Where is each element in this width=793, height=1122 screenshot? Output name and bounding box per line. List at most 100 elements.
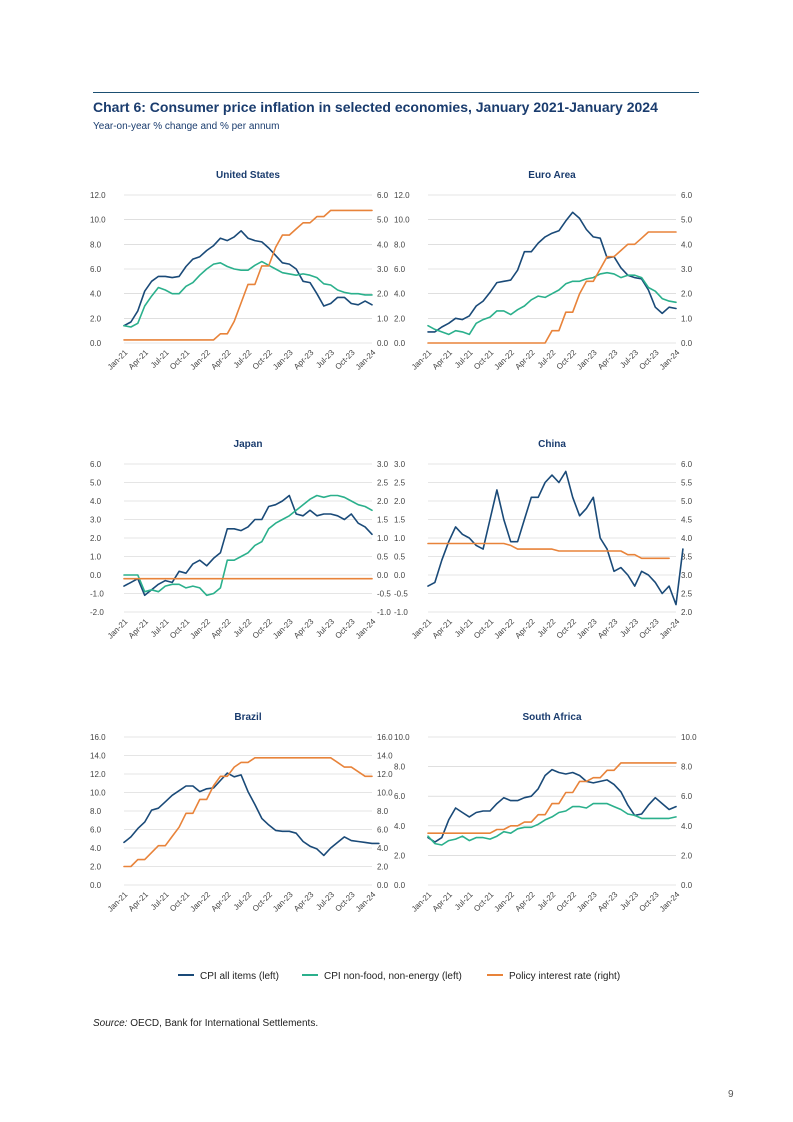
right-axis-tick-label: 6.0 [377, 826, 389, 835]
series-line-policy-interest-rate-right [427, 542, 670, 560]
x-tick-label: Apr-23 [292, 348, 316, 372]
x-tick-label: Apr-22 [513, 617, 537, 641]
left-axis-tick-label: 2.0 [394, 497, 406, 506]
x-tick-label: Jul-21 [149, 617, 171, 639]
right-axis-tick-label: 10.0 [377, 789, 393, 798]
right-axis-tick-label: 4.0 [377, 240, 389, 249]
panel-title: China [538, 439, 566, 450]
left-axis-tick-label: 1.5 [394, 516, 406, 525]
chart-subtitle: Year-on-year % change and % per annum [93, 121, 280, 132]
left-axis-tick-label: 12.0 [90, 191, 106, 200]
x-tick-label: Jul-23 [314, 617, 336, 639]
legend-label-cpi-core: CPI non-food, non-energy (left) [324, 971, 462, 982]
panel-title: Euro Area [528, 170, 576, 181]
x-tick-label: Jan-22 [492, 348, 516, 372]
left-axis-tick-label: 1.0 [394, 534, 406, 543]
left-axis-tick-label: -1.0 [394, 608, 408, 617]
panel-title: Japan [234, 439, 263, 450]
left-axis-tick-label: 4.0 [394, 822, 406, 831]
left-axis-tick-label: 12.0 [90, 770, 106, 779]
right-axis-tick-label: 8.0 [377, 807, 389, 816]
legend-item-cpi-core: CPI non-food, non-energy (left) [302, 971, 462, 982]
left-axis-tick-label: 2.5 [394, 479, 406, 488]
x-tick-label: Jan-21 [106, 348, 130, 372]
x-tick-label: Jan-24 [354, 348, 378, 372]
series-line-cpi-all-items-left [123, 230, 373, 327]
legend-swatch-policy-rate [487, 974, 503, 977]
x-tick-label: Jul-21 [149, 890, 171, 912]
series-line-policy-interest-rate-right [123, 756, 373, 868]
x-tick-label: Apr-21 [431, 617, 455, 641]
x-tick-label: Jul-23 [314, 348, 336, 370]
right-axis-tick-label: 14.0 [377, 752, 393, 761]
series-line-cpi-non-food-non-energy-left [427, 802, 677, 846]
series-line-policy-interest-rate-right [123, 209, 373, 341]
left-axis-tick-label: 10.0 [90, 216, 106, 225]
right-axis-tick-label: 3.5 [681, 553, 693, 562]
chart-brazil: Brazil 0.0 2.0 4.0 6.0 8.0 10.0 12.0 14.0 16.0 0.0… [90, 707, 440, 967]
right-axis-tick-label: 0.5 [377, 553, 389, 562]
x-tick-label: Jan-23 [575, 617, 599, 641]
x-tick-label: Apr-21 [431, 348, 455, 372]
left-axis-tick-label: 2.0 [90, 534, 102, 543]
x-tick-label: Apr-23 [596, 348, 620, 372]
x-tick-label: Jul-21 [453, 617, 475, 639]
right-axis-tick-label: 0.0 [377, 571, 389, 580]
right-axis-tick-label: 5.0 [681, 216, 693, 225]
chart-china: China -1.0 -0.5 0.0 0.5 1.0 1.5 2.0 2.5 3.0 2.0 2.5… [394, 434, 744, 694]
x-tick-label: Oct-23 [333, 890, 357, 914]
x-tick-label: Jan-23 [271, 617, 295, 641]
x-tick-label: Apr-22 [513, 890, 537, 914]
right-axis-tick-label: 3.0 [377, 265, 389, 274]
right-axis-tick-label: 0.0 [377, 881, 389, 890]
page-number: 9 [728, 1089, 734, 1100]
right-axis-tick-label: 4.0 [681, 534, 693, 543]
left-axis-tick-label: 6.0 [394, 265, 406, 274]
series-line-cpi-non-food-non-energy-left [427, 271, 677, 336]
x-tick-label: Apr-22 [209, 890, 233, 914]
right-axis-tick-label: 1.0 [681, 314, 693, 323]
left-axis-tick-label: 0.0 [90, 881, 102, 890]
right-axis-tick-label: 2.5 [681, 590, 693, 599]
x-tick-label: Apr-23 [596, 890, 620, 914]
right-axis-tick-label: 2.0 [377, 863, 389, 872]
chart-title: Chart 6: Consumer price inflation in sel… [93, 99, 658, 115]
left-axis-tick-label: 2.0 [394, 314, 406, 323]
left-axis-tick-label: -0.5 [394, 590, 408, 599]
series-line-policy-interest-rate-right [427, 231, 677, 344]
x-tick-label: Oct-23 [637, 348, 661, 372]
x-tick-label: Jan-24 [658, 348, 682, 372]
x-tick-label: Jan-23 [271, 890, 295, 914]
x-tick-label: Oct-23 [333, 617, 357, 641]
source-text: OECD, Bank for International Settlements… [130, 1018, 319, 1029]
x-tick-label: Oct-23 [333, 348, 357, 372]
x-tick-label: Jan-21 [106, 890, 130, 914]
chart-japan: Japan -2.0 -1.0 0.0 1.0 2.0 3.0 4.0 5.0 6.0 -1.0 -0… [90, 434, 440, 694]
x-tick-label: Apr-23 [596, 617, 620, 641]
x-tick-label: Apr-22 [209, 617, 233, 641]
x-tick-label: Apr-22 [513, 348, 537, 372]
legend: CPI all items (left) CPI non-food, non-e… [0, 971, 793, 987]
chart-svg: Japan -2.0 -1.0 0.0 1.0 2.0 3.0 4.0 5.0 6.0 -1.0 -0… [90, 439, 391, 641]
legend-item-policy-rate: Policy interest rate (right) [487, 971, 620, 982]
left-axis-tick-label: 0.0 [394, 571, 406, 580]
chart-euro-area: Euro Area 0.0 2.0 4.0 6.0 8.0 10.0 12.0 0.0 1.0 2.… [394, 165, 744, 425]
left-axis-tick-label: 16.0 [90, 733, 106, 742]
right-axis-tick-label: 6.0 [377, 191, 389, 200]
legend-swatch-cpi-all [178, 974, 194, 977]
x-tick-label: Jul-22 [232, 890, 254, 912]
series-line-cpi-all-items-left [123, 494, 373, 597]
x-tick-label: Apr-21 [127, 348, 151, 372]
x-tick-label: Jul-22 [232, 348, 254, 370]
series-line-cpi-all-items-left [427, 768, 677, 843]
x-tick-label: Oct-22 [555, 617, 579, 641]
x-tick-label: Oct-22 [555, 348, 579, 372]
left-axis-tick-label: 14.0 [90, 752, 106, 761]
right-axis-tick-label: 1.0 [377, 534, 389, 543]
series-line-cpi-all-items-left [427, 470, 684, 606]
left-axis-tick-label: 5.0 [90, 479, 102, 488]
legend-item-cpi-all: CPI all items (left) [178, 971, 279, 982]
x-tick-label: Jan-24 [658, 617, 682, 641]
left-axis-tick-label: 1.0 [90, 553, 102, 562]
right-axis-tick-label: 4.5 [681, 516, 693, 525]
